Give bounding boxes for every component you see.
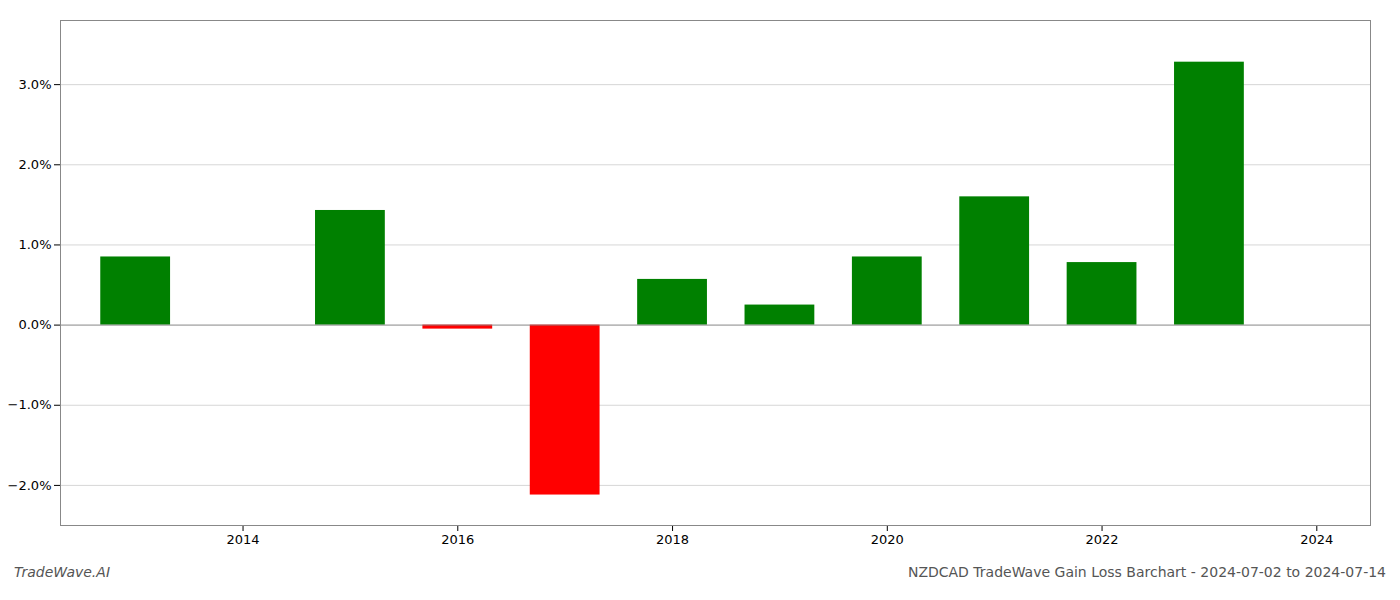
html-text:NZDCAD TradeWave Gain Loss Bar: NZDCAD TradeWave Gain Loss Barchart - 20… <box>907 564 1386 580</box>
svg-text:1.0%: 1.0% <box>18 237 51 252</box>
svg-text:−2.0%: −2.0% <box>8 478 52 493</box>
svg-text:−1.0%: −1.0% <box>8 397 52 412</box>
svg-text:2014: 2014 <box>226 532 259 547</box>
svg-text:2016: 2016 <box>441 532 474 547</box>
svg-text:2024: 2024 <box>1300 532 1333 547</box>
svg-text:2022: 2022 <box>1086 532 1119 547</box>
html-text:TradeWave.AI: TradeWave.AI <box>14 564 110 580</box>
svg-text:2018: 2018 <box>656 532 689 547</box>
svg-text:2.0%: 2.0% <box>18 157 51 172</box>
svg-text:2020: 2020 <box>871 532 904 547</box>
svg-text:3.0%: 3.0% <box>18 77 51 92</box>
svg-text:0.0%: 0.0% <box>18 317 51 332</box>
